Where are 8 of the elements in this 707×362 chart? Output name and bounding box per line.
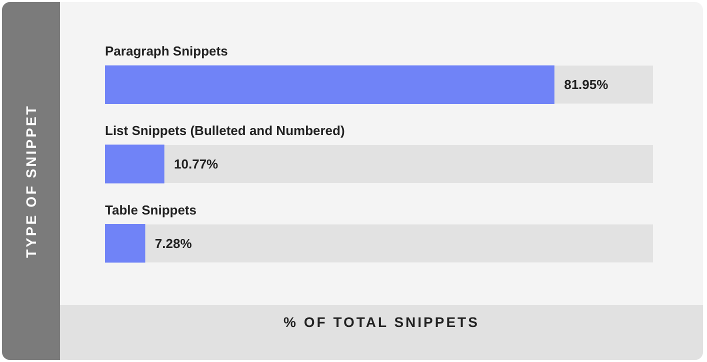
x-axis-title: % OF TOTAL SNIPPETS	[60, 305, 703, 360]
y-tick-label: List Snippets (Bulleted and Numbered)	[105, 123, 345, 138]
y-tick-label: Paragraph Snippets	[105, 44, 228, 59]
y-tick-label: Table Snippets	[105, 202, 196, 218]
data-label: 10.77%	[174, 156, 219, 172]
data-label: 7.28%	[154, 236, 192, 251]
data-label: 81.95%	[564, 77, 609, 92]
y-axis-title: TYPE OF SNIPPET	[23, 104, 40, 258]
